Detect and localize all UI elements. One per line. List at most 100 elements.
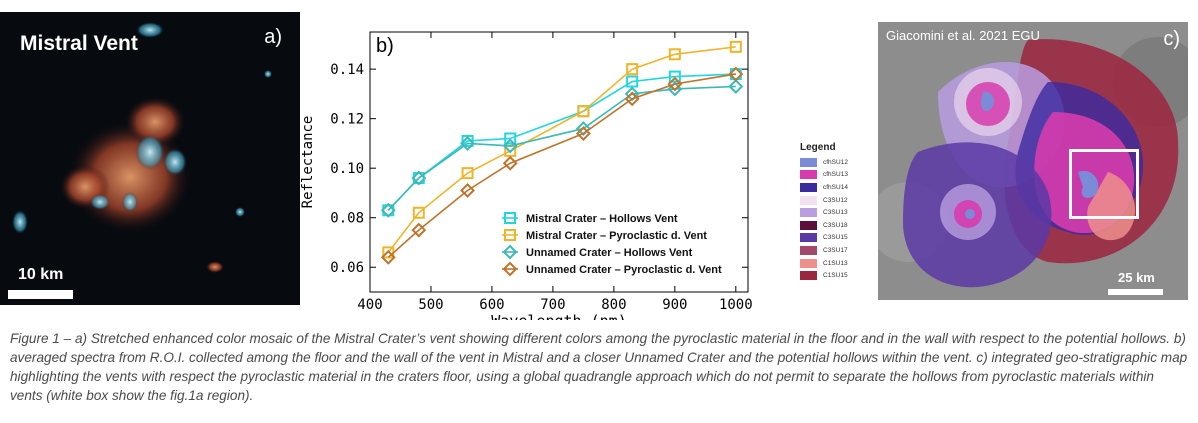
data-point <box>667 76 683 92</box>
data-point <box>380 202 396 218</box>
map-legend-swatch <box>800 258 817 268</box>
map-legend-item: cfhSU14 <box>800 181 870 194</box>
geo-map-panel: Giacomini et al. 2021 EGU c) 25 km <box>878 22 1188 300</box>
map-legend-label: C3SU17 <box>823 246 848 254</box>
x-tick-label: 800 <box>601 297 626 313</box>
data-point <box>411 170 427 186</box>
map-legend-item: C1SU15 <box>800 269 870 282</box>
map-legend-label: cfhSU14 <box>823 183 848 191</box>
map-legend-item: C3SU12 <box>800 194 870 207</box>
map-legend: Legend cfhSU12 cfhSU13 cfhSU14 C3SU12 C3SU13… <box>800 142 870 282</box>
panel-a-scale-bar <box>8 290 73 299</box>
map-legend-item: cfhSU12 <box>800 156 870 169</box>
series-line <box>387 85 736 211</box>
map-legend-swatch <box>800 195 817 205</box>
map-legend-label: C3SU13 <box>823 209 848 217</box>
panel-a-letter: a) <box>264 26 282 48</box>
data-point <box>577 105 590 118</box>
data-point <box>728 66 744 82</box>
data-point <box>461 167 474 180</box>
y-tick-label: 0.06 <box>330 260 364 276</box>
map-legend-item: C3SU17 <box>800 244 870 257</box>
map-legend-label: C1SU15 <box>823 272 848 280</box>
data-point <box>504 229 516 241</box>
data-point <box>502 244 518 260</box>
x-tick-label: 400 <box>357 297 382 313</box>
map-legend-swatch <box>800 245 817 255</box>
map-legend-label: cfhSU12 <box>823 158 848 166</box>
spectra-chart-panel: 400 500 600 700 800 900 1000 0.06 0.08 0.10 0.12 0.… <box>300 20 760 320</box>
data-point <box>575 126 591 141</box>
data-point <box>504 212 516 224</box>
legend-label: Unnamed Crater – Hollows Vent <box>526 247 693 259</box>
data-point <box>502 155 518 171</box>
data-point <box>624 91 640 107</box>
legend-label: Mistral Crater – Hollows Vent <box>526 213 678 225</box>
legend-label: Unnamed Crater – Pyroclastic d. Vent <box>526 264 722 276</box>
data-point <box>729 40 742 53</box>
data-point <box>380 249 396 265</box>
legend-label: Mistral Crater – Pyroclastic d. Vent <box>526 230 707 242</box>
mosaic-image <box>12 22 272 273</box>
map-legend-label: C3SU12 <box>823 196 848 204</box>
data-point <box>502 138 518 154</box>
map-legend-swatch <box>800 157 817 167</box>
data-point <box>460 136 475 151</box>
fig1a-region-box <box>1069 149 1139 219</box>
map-legend-item: C3SU15 <box>800 232 870 245</box>
panel-a-scale-label: 10 km <box>18 266 64 283</box>
map-legend-swatch <box>800 208 817 218</box>
map-legend-label: C1SU13 <box>823 259 848 267</box>
data-point <box>626 63 639 76</box>
data-point <box>412 206 425 219</box>
spectra-chart: 400 500 600 700 800 900 1000 0.06 0.08 0.10 0.12 0.… <box>300 31 753 320</box>
y-tick-label: 0.10 <box>330 161 364 177</box>
map-legend-item: C3SU13 <box>800 206 870 219</box>
data-point <box>624 86 640 102</box>
data-point <box>411 222 427 238</box>
series-line <box>387 46 736 253</box>
map-legend-label: C3SU18 <box>823 221 848 229</box>
y-tick-label: 0.08 <box>330 211 364 227</box>
data-point <box>460 183 475 198</box>
map-legend-swatch <box>800 271 817 281</box>
map-legend-swatch <box>800 233 817 243</box>
data-point <box>668 48 681 61</box>
y-axis-label: Reflectance <box>300 116 316 209</box>
mosaic-image-panel: Mistral Vent a) 10 km <box>0 12 300 305</box>
x-tick-label: 600 <box>479 297 504 313</box>
x-tick-label: 900 <box>662 297 687 313</box>
y-tick-label: 0.12 <box>330 112 364 128</box>
map-legend-item: cfhSU13 <box>800 169 870 182</box>
panel-a-title: Mistral Vent <box>20 32 138 55</box>
x-tick-label: 700 <box>540 297 565 313</box>
map-legend-label: cfhSU13 <box>823 171 848 179</box>
geo-map-image <box>878 22 1188 300</box>
data-point <box>502 261 518 277</box>
map-legend-item: C1SU13 <box>800 257 870 270</box>
data-point <box>461 134 474 147</box>
x-axis-label: Wavelength (nm) <box>491 312 626 320</box>
series-line <box>387 73 736 258</box>
data-point <box>504 132 517 145</box>
plot-frame <box>369 31 749 293</box>
data-point <box>575 121 591 136</box>
x-tick-label: 500 <box>418 297 443 313</box>
map-legend-label: C3SU15 <box>823 234 848 242</box>
panel-c-scale-label: 25 km <box>1118 270 1155 285</box>
chart-legend: Mistral Crater – Hollows Vent Mistral Cra… <box>502 212 722 277</box>
panel-c-scale-bar <box>1108 289 1163 295</box>
x-tick-label: 1000 <box>719 297 753 313</box>
map-legend-swatch <box>800 182 817 192</box>
map-credit: Giacomini et al. 2021 EGU <box>886 28 1040 43</box>
series-group <box>380 40 744 265</box>
axis-ticks: 400 500 600 700 800 900 1000 0.06 0.08 0.10 0.12 0.… <box>330 32 753 313</box>
figure-caption: Figure 1 – a) Stretched enhanced color m… <box>10 331 1188 403</box>
data-point <box>728 79 744 94</box>
map-legend-title: Legend <box>800 142 836 153</box>
map-legend-swatch <box>800 220 817 230</box>
chart-letter: b) <box>376 35 394 57</box>
map-legend-item: C3SU18 <box>800 219 870 232</box>
y-tick-label: 0.14 <box>330 62 364 78</box>
map-legend-swatch <box>800 170 817 180</box>
